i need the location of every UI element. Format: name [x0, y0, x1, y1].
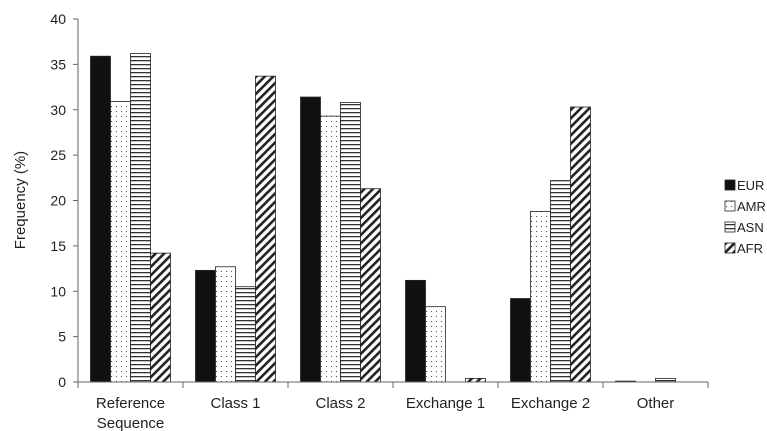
y-tick-label: 0	[58, 374, 66, 390]
y-tick-label: 30	[50, 102, 66, 118]
y-tick-label: 35	[50, 56, 66, 72]
bar-eur-2	[300, 96, 321, 383]
bar-asn-0	[130, 53, 151, 383]
bar-eur-3	[405, 279, 426, 383]
legend-label-eur: EUR	[737, 178, 764, 193]
bars	[90, 53, 676, 383]
legend-label-amr: AMR	[737, 199, 766, 214]
legend-swatch-asn	[724, 221, 736, 233]
y-tick-label: 15	[50, 238, 66, 254]
y-tick-label: 40	[50, 11, 66, 27]
bar-amr-0	[110, 101, 131, 383]
bar-eur-4	[510, 298, 531, 383]
bar-afr-1	[255, 75, 276, 383]
x-tick-label: Reference	[96, 395, 165, 412]
bar-amr-3	[425, 306, 446, 383]
y-tick-label: 5	[58, 329, 66, 345]
x-tick-label: Other	[637, 395, 675, 412]
x-tick-label: Exchange 2	[511, 395, 590, 412]
legend-swatch-amr	[724, 200, 736, 212]
legend-swatch-afr	[724, 242, 736, 254]
bar-amr-4	[530, 210, 551, 383]
bar-asn-2	[340, 102, 361, 383]
x-tick-label: Sequence	[97, 415, 165, 431]
legend: EUR AMR ASN AFR	[724, 178, 766, 256]
bar-afr-3	[465, 377, 486, 383]
bar-afr-4	[570, 106, 591, 383]
x-tick-label: Class 2	[315, 395, 365, 412]
legend-label-asn: ASN	[737, 220, 764, 235]
bar-afr-2	[360, 188, 381, 383]
bar-asn-1	[235, 286, 256, 383]
bar-amr-2	[320, 115, 341, 383]
x-tick-label: Exchange 1	[406, 395, 485, 412]
bar-eur-0	[90, 55, 111, 383]
bar-asn-5	[655, 377, 676, 383]
y-tick-label: 20	[50, 193, 66, 209]
y-tick-label: 10	[50, 283, 66, 299]
legend-label-afr: AFR	[737, 241, 763, 256]
y-axis: 0 5 10 15 20 25 30 35 40	[50, 11, 79, 390]
bar-eur-1	[195, 269, 216, 383]
y-axis-label: Frequency (%)	[12, 151, 29, 249]
x-axis: Reference Sequence Class 1 Class 2 Exchange …	[77, 381, 709, 431]
bar-amr-1	[215, 266, 236, 383]
bar-asn-4	[550, 180, 571, 383]
x-tick-label: Class 1	[210, 395, 260, 412]
bar-afr-0	[150, 252, 171, 383]
y-tick-label: 25	[50, 147, 66, 163]
legend-swatch-eur	[724, 179, 736, 191]
